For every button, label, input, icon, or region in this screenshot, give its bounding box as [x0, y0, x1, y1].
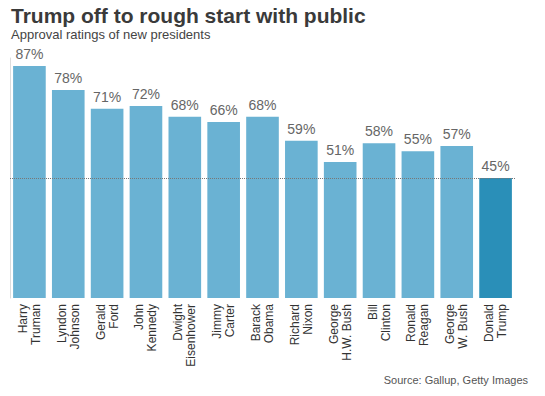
svg-text:Truman: Truman: [29, 304, 43, 345]
svg-text:Nixon: Nixon: [301, 304, 315, 335]
svg-text:Ronald: Ronald: [404, 304, 418, 342]
svg-text:Kennedy: Kennedy: [145, 304, 159, 351]
svg-text:59%: 59%: [287, 121, 315, 137]
svg-text:Trump off to rough start with: Trump off to rough start with public: [11, 4, 366, 27]
svg-text:Clinton: Clinton: [379, 304, 393, 341]
svg-text:Source: Gallup, Getty Images: Source: Gallup, Getty Images: [384, 374, 529, 386]
svg-text:55%: 55%: [404, 131, 432, 147]
svg-text:John: John: [132, 304, 146, 330]
svg-text:Johnson: Johnson: [68, 304, 82, 349]
svg-text:68%: 68%: [248, 97, 276, 113]
svg-text:Donald: Donald: [482, 304, 496, 342]
svg-text:Reagan: Reagan: [417, 304, 431, 346]
svg-text:Bill: Bill: [366, 304, 380, 320]
svg-text:66%: 66%: [210, 102, 238, 118]
svg-text:Jimmy: Jimmy: [210, 304, 224, 339]
svg-text:Barack: Barack: [249, 303, 263, 341]
svg-text:Carter: Carter: [223, 304, 237, 337]
svg-text:Approval ratings of new presid: Approval ratings of new presidents: [11, 27, 211, 42]
svg-text:George: George: [443, 304, 457, 344]
svg-text:72%: 72%: [132, 86, 160, 102]
svg-text:Obama: Obama: [262, 304, 276, 344]
svg-text:71%: 71%: [93, 89, 121, 105]
svg-text:Lyndon: Lyndon: [55, 304, 69, 343]
svg-text:Dwight: Dwight: [171, 303, 185, 340]
svg-text:Eisenhower: Eisenhower: [184, 304, 198, 367]
svg-text:57%: 57%: [443, 126, 471, 142]
svg-text:Richard: Richard: [288, 304, 302, 345]
svg-text:George: George: [327, 304, 341, 344]
svg-text:H.W. Bush: H.W. Bush: [340, 304, 354, 361]
svg-text:W. Bush: W. Bush: [456, 304, 470, 349]
svg-text:45%: 45%: [482, 158, 510, 174]
svg-text:Gerald: Gerald: [94, 304, 108, 340]
svg-text:87%: 87%: [15, 46, 43, 62]
svg-text:58%: 58%: [365, 123, 393, 139]
svg-text:Ford: Ford: [107, 304, 121, 329]
svg-text:78%: 78%: [54, 70, 82, 86]
svg-text:Trump: Trump: [495, 304, 509, 339]
svg-text:68%: 68%: [171, 97, 199, 113]
svg-text:Harry: Harry: [16, 304, 30, 333]
svg-text:51%: 51%: [326, 142, 354, 158]
